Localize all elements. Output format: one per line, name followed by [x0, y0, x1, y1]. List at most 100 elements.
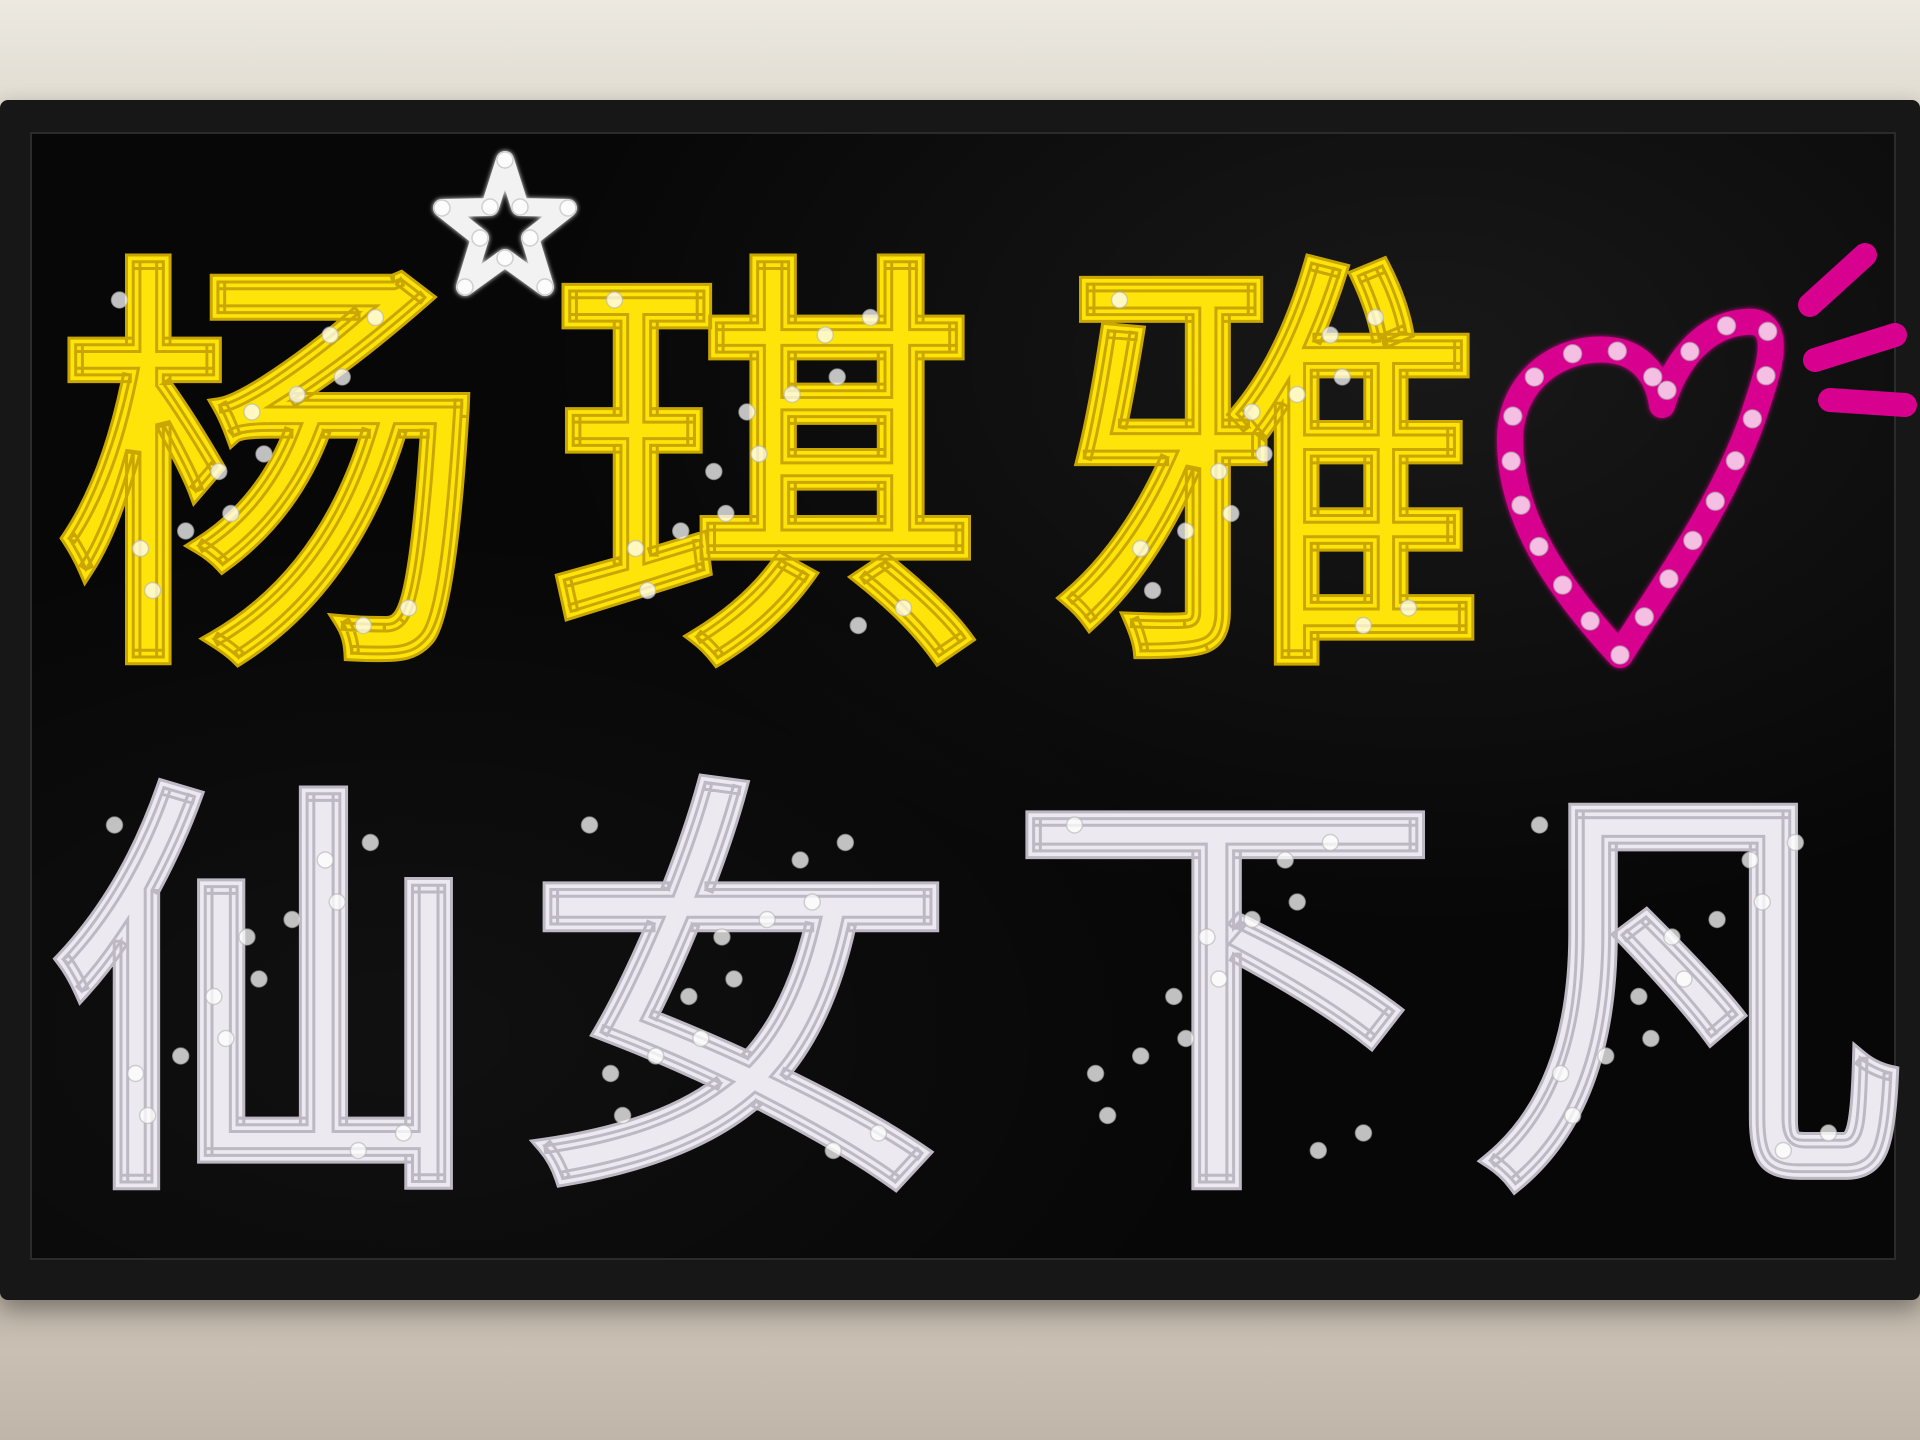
led-bulb [758, 910, 776, 929]
led-bulb [1198, 928, 1216, 946]
char-xia: 下 [1010, 750, 1440, 1250]
led-bulb [250, 970, 268, 988]
char-nv: 女 [525, 750, 955, 1250]
led-bulb [456, 278, 474, 296]
led-bulb [1675, 970, 1693, 988]
led-bulb [1503, 406, 1523, 426]
led-bulb [1725, 451, 1746, 471]
led-bulb [671, 522, 690, 540]
led-bulb [1321, 833, 1340, 852]
led-bulb [1551, 1064, 1570, 1083]
led-bulbs [105, 151, 1838, 1160]
led-bulb [222, 504, 240, 523]
led-sign-board [0, 100, 1920, 1300]
led-bulb [1657, 380, 1677, 401]
led-bulb [725, 970, 743, 988]
led-bulb [828, 368, 846, 386]
led-bulb [1819, 1124, 1838, 1142]
led-bulb [783, 385, 801, 404]
led-bulb [1065, 816, 1084, 834]
led-bulb [366, 308, 385, 327]
sparkle-lines-icon [1798, 243, 1917, 417]
led-bulb [176, 522, 195, 540]
led-bulb [791, 851, 809, 869]
led-bulb [1243, 910, 1261, 929]
led-bulb [601, 1064, 620, 1083]
led-bulb [836, 833, 855, 852]
led-bulb [1562, 343, 1583, 364]
line2-text: 仙 女 下 凡 [49, 749, 1907, 1252]
led-bulb [824, 1141, 843, 1160]
board-surface [30, 132, 1896, 1260]
char-xian: 仙 [50, 750, 480, 1250]
led-bulb [1222, 504, 1240, 523]
led-bulb [288, 385, 306, 404]
led-bulb [283, 910, 301, 929]
led-bulb [1680, 341, 1700, 362]
led-bulb [1309, 1141, 1328, 1160]
led-bulb [1210, 462, 1228, 481]
led-bulb [1288, 893, 1306, 911]
led-bulb [1131, 1047, 1150, 1065]
led-bulb [511, 198, 529, 216]
char-qi: 琪 [550, 225, 980, 725]
led-bulb [1354, 1124, 1373, 1142]
led-bulb [143, 581, 162, 600]
led-bulb [255, 445, 273, 463]
led-bulb [692, 1029, 710, 1048]
led-bulb [1176, 522, 1195, 540]
led-bulb [1610, 645, 1630, 665]
led-bulb [894, 599, 913, 617]
led-bulb [1333, 368, 1351, 386]
led-bulb [1634, 607, 1655, 627]
led-bulb [626, 539, 645, 558]
char-ya: 雅 [1055, 225, 1485, 725]
led-bulb [1756, 366, 1776, 386]
led-bulb [849, 616, 868, 635]
led-bulb [1165, 987, 1183, 1006]
led-bulb [1501, 451, 1521, 471]
led-bulb [1708, 910, 1726, 929]
led-bulb [210, 462, 228, 481]
led-bulb [1177, 1029, 1195, 1048]
led-bulb [1511, 495, 1531, 515]
led-bulb [750, 445, 768, 463]
led-bulb [328, 893, 346, 911]
led-bulb [238, 928, 256, 946]
led-bulb [1607, 341, 1628, 361]
led-bulb [138, 1106, 157, 1125]
led-bulb [605, 291, 624, 309]
led-bulb [171, 1047, 190, 1065]
led-bulb [1243, 403, 1261, 421]
led-bulb [1742, 409, 1763, 429]
led-bulb [1529, 536, 1549, 557]
led-bulb [1683, 530, 1703, 551]
led-bulb [1786, 833, 1805, 852]
led-bulb [1366, 308, 1385, 327]
led-bulb [1552, 575, 1573, 595]
led-bulb [110, 291, 129, 309]
led-bulb [1524, 367, 1545, 387]
led-bulb [638, 581, 657, 600]
led-bulb [1663, 928, 1681, 946]
led-bulb [1643, 367, 1663, 387]
led-bulb [1741, 851, 1759, 869]
led-bulb [321, 326, 339, 344]
led-bulb [105, 816, 124, 834]
char-yang: 杨 [55, 225, 485, 725]
led-bulb [354, 616, 373, 635]
led-bulb [1774, 1141, 1793, 1160]
led-bulb [126, 1064, 145, 1083]
led-bulb [738, 403, 756, 421]
led-bulb [1098, 1106, 1117, 1125]
led-bulb [1757, 321, 1778, 342]
led-bulb [1276, 851, 1294, 869]
led-bulb [1659, 569, 1679, 589]
led-bulb [243, 403, 261, 421]
led-bulb [613, 1106, 632, 1125]
led-bulb [349, 1141, 368, 1160]
led-bulb [1530, 816, 1549, 834]
led-bulb [496, 151, 514, 169]
led-bulb [1399, 599, 1418, 617]
led-bulb [521, 229, 539, 247]
